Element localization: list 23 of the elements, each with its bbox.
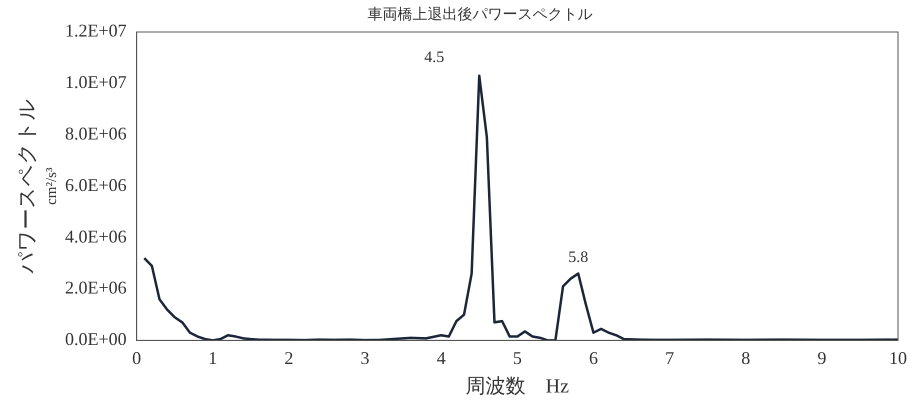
- x-tick-label: 1: [208, 348, 218, 368]
- y-tick-label: 1.0E+07: [64, 72, 127, 92]
- x-tick-label: 8: [741, 348, 750, 368]
- x-axis-title: 周波数 Hz: [466, 375, 570, 398]
- x-tick-label: 6: [588, 348, 598, 368]
- y-axis-title: パワースペクトル cm²/s³: [14, 98, 60, 275]
- y-tick-label: 2.0E+06: [64, 278, 127, 298]
- y-tick-label: 8.0E+06: [64, 124, 127, 144]
- x-tick-label: 7: [665, 348, 674, 368]
- y-tick-label: 0.0E+00: [64, 329, 127, 350]
- x-tick-label: 2: [284, 348, 294, 368]
- x-tick-label: 4: [436, 348, 446, 368]
- y-tick-label: 4.0E+06: [64, 226, 127, 246]
- annotation: 4.5: [424, 48, 444, 66]
- x-tick-label: 10: [889, 348, 907, 368]
- x-tick-label: 0: [132, 348, 142, 368]
- annotation: 5.8: [568, 248, 588, 266]
- y-tick-label: 1.2E+07: [64, 20, 127, 41]
- y-tick-label: 6.0E+06: [64, 174, 127, 195]
- x-tick-label: 3: [360, 348, 370, 368]
- chart-title: 車両橋上退出後パワースペクトル: [368, 6, 592, 23]
- x-tick-label: 9: [817, 348, 826, 368]
- x-tick-label: 5: [512, 348, 522, 368]
